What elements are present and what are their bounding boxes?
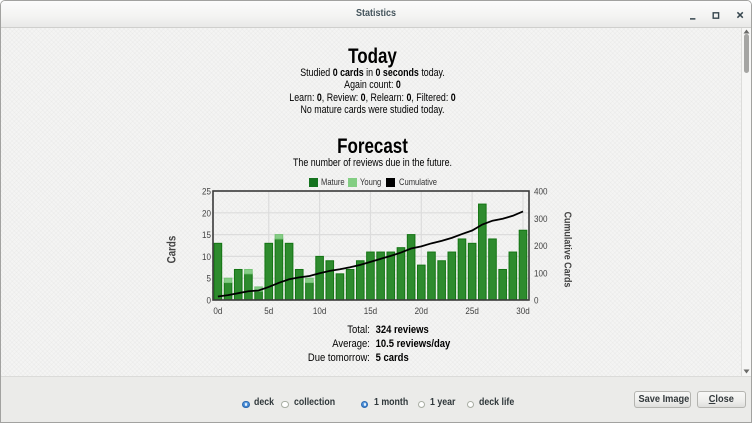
svg-text:300: 300 [534, 213, 548, 224]
svg-text:20: 20 [202, 208, 211, 219]
svg-text:15d: 15d [364, 305, 378, 316]
svg-text:10d: 10d [313, 305, 327, 316]
svg-text:15: 15 [202, 229, 211, 240]
svg-text:Cumulative Cards: Cumulative Cards [561, 212, 573, 288]
svg-text:100: 100 [534, 268, 548, 279]
svg-text:30d: 30d [516, 305, 530, 316]
svg-text:25d: 25d [465, 305, 479, 316]
svg-text:0: 0 [534, 295, 539, 306]
svg-text:0d: 0d [213, 305, 222, 316]
svg-text:25: 25 [202, 186, 211, 197]
svg-text:10: 10 [202, 251, 211, 262]
svg-text:0: 0 [207, 295, 212, 306]
svg-text:20d: 20d [415, 305, 429, 316]
svg-text:200: 200 [534, 240, 548, 251]
svg-text:5d: 5d [264, 305, 273, 316]
svg-text:400: 400 [534, 186, 548, 197]
svg-text:5: 5 [207, 273, 212, 284]
svg-text:Cards: Cards [166, 236, 179, 264]
